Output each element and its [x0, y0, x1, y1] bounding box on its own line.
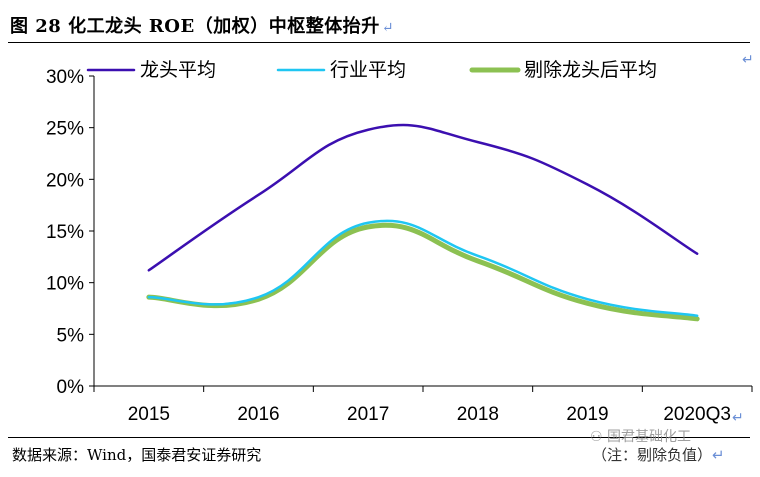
legend-label-2: 行业平均	[330, 59, 406, 81]
series-line-2	[147, 219, 699, 317]
source-note: 数据来源：Wind，国泰君安证券研究	[12, 444, 261, 465]
footnote: （注：剔除负值）↵	[592, 444, 725, 465]
axes-group: 0% 5% 10% 15% 20% 25% 30% 2015 2016 2017 2018 2019 2…	[46, 67, 753, 424]
x-tick-label: 2015	[128, 404, 170, 424]
series-line-3	[146, 222, 700, 322]
series-group	[146, 123, 700, 322]
source-text: 数据来源：Wind，国泰君安证券研究	[12, 446, 262, 464]
title-row: 图 28 化工龙头 ROE（加权）中枢整体抬升 ↵	[6, 6, 754, 38]
figure-title: 图 28 化工龙头 ROE（加权）中枢整体抬升 ↵	[10, 12, 394, 38]
bottom-rule	[8, 437, 750, 438]
legend: 龙头平均 行业平均 剔除龙头后平均	[86, 59, 657, 81]
x-tick-label: 2019	[566, 404, 608, 424]
y-tick-label: 0%	[57, 377, 85, 398]
legend-label-1: 龙头平均	[140, 59, 216, 81]
x-tick-label: 2017	[347, 404, 389, 424]
legend-label-3: 剔除龙头后平均	[524, 59, 657, 81]
x-tick-label: 2018	[457, 404, 499, 424]
series-line-1	[147, 123, 699, 272]
y-tick-label: 25%	[46, 119, 84, 140]
figure-title-text: 图 28 化工龙头 ROE（加权）中枢整体抬升	[10, 16, 380, 37]
y-tick-label: 10%	[46, 274, 84, 295]
x-tick-label: 2020Q3	[663, 404, 731, 424]
y-tick-label: 5%	[57, 325, 85, 346]
y-tick-label: 15%	[46, 222, 84, 243]
return-mark: ↵	[381, 20, 394, 36]
y-tick-label: 20%	[46, 170, 84, 191]
footnote-text: （注：剔除负值）	[592, 446, 713, 464]
x-tick-label: 2016	[237, 404, 279, 424]
y-tick-label: 30%	[46, 67, 84, 88]
roe-line-chart: 0% 5% 10% 15% 20% 25% 30% 2015 2016 2017 2018 2019 2…	[46, 59, 753, 424]
top-rule	[8, 42, 750, 43]
return-mark-right-top: ↵	[742, 52, 754, 68]
return-mark-footnote: ↵	[712, 446, 725, 464]
watermark: ⚇ 国君基础化工	[590, 429, 692, 445]
return-mark-right-bottom: ↵	[732, 410, 744, 426]
watermark-text: 国君基础化工	[607, 429, 692, 445]
